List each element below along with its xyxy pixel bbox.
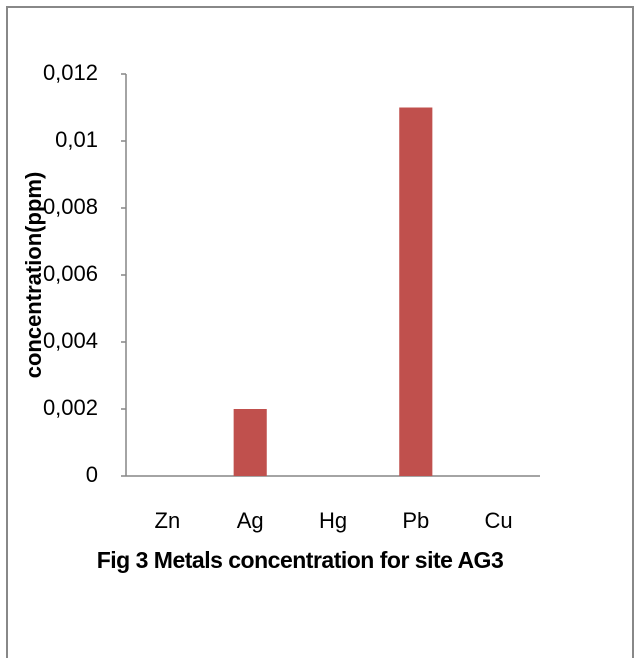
x-tick-label: Zn	[155, 508, 181, 533]
y-axis-label: concentration(ppm)	[21, 172, 46, 379]
y-tick-label: 0,01	[55, 127, 98, 152]
y-tick-label: 0,006	[43, 261, 98, 286]
y-tick-label: 0,012	[43, 60, 98, 85]
chart-border	[6, 6, 634, 658]
x-tick-label: Hg	[319, 508, 347, 533]
x-tick-label: Pb	[402, 508, 429, 533]
bar	[233, 409, 267, 476]
x-tick-label: Cu	[485, 508, 513, 533]
y-tick-label: 0,002	[43, 395, 98, 420]
bar	[399, 107, 433, 476]
y-tick-label: 0,008	[43, 194, 98, 219]
x-tick-label: Ag	[237, 508, 264, 533]
y-tick-label: 0,004	[43, 328, 98, 353]
y-tick-label: 0	[86, 462, 98, 487]
chart-title: Fig 3 Metals concentration for site AG3	[96, 547, 504, 573]
